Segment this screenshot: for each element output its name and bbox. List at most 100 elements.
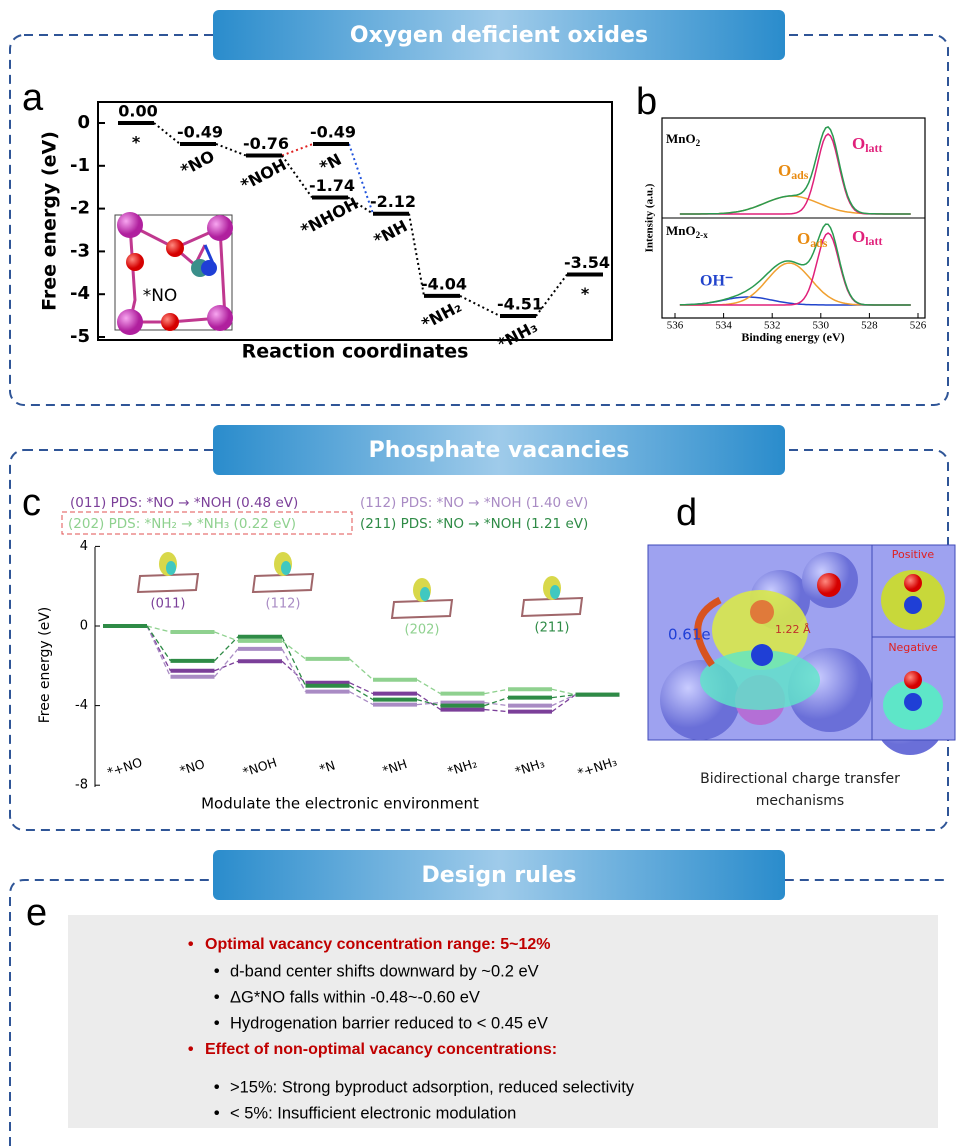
rule-item: d-band center shifts downward by ~0.2 eV	[230, 962, 539, 980]
level-connector	[416, 693, 441, 711]
bullet: •	[212, 988, 221, 1007]
x-tick-label: 528	[861, 320, 878, 332]
level-connector	[535, 273, 568, 317]
level-name: *	[581, 284, 590, 303]
section-title: Design rules	[422, 863, 577, 888]
level-connector	[416, 699, 441, 707]
level-connector	[281, 143, 314, 157]
x-tick-label: *NH₃	[513, 755, 546, 779]
level-name: *N	[316, 150, 344, 177]
level-value: -4.04	[421, 274, 467, 293]
panel-letter: c	[22, 482, 41, 524]
x-axis-title: Modulate the electronic environment	[201, 795, 479, 813]
level-connector	[484, 688, 509, 695]
level-value: -4.51	[497, 295, 543, 314]
negative-label: Negative	[888, 641, 938, 654]
level-connector	[349, 685, 374, 701]
text-sub: latt	[865, 234, 882, 248]
level-connector	[551, 694, 576, 707]
structure-thumbnail	[136, 552, 200, 594]
y-tick-label: -3	[70, 240, 90, 261]
rules-box	[68, 915, 938, 1128]
panel-letter: d	[676, 492, 697, 534]
x-tick-label: *NH₂	[446, 755, 479, 779]
level-name: *NO	[177, 146, 217, 179]
y-axis-title: Free energy (eV)	[39, 131, 61, 311]
level-connector	[153, 122, 181, 145]
level-connector	[214, 648, 239, 678]
x-tick-label: *NH	[380, 756, 408, 778]
structure-label: (202)	[405, 623, 440, 638]
xps-component	[679, 195, 911, 215]
level-connector	[349, 658, 374, 681]
text-sub: 2	[696, 138, 701, 148]
x-tick-label: 536	[667, 320, 684, 332]
level-name: *NH₂	[418, 297, 464, 334]
text-base: MnO	[666, 131, 696, 146]
peak-label: Olatt	[852, 134, 882, 155]
bullet: •	[186, 1040, 195, 1059]
level-connector	[214, 631, 239, 642]
text-sub: 2-x	[696, 230, 709, 240]
banner	[213, 850, 785, 900]
level-connector	[484, 701, 509, 707]
x-tick-label: 530	[813, 320, 830, 332]
density-lobe	[281, 561, 291, 575]
level-connector	[146, 625, 172, 672]
level-connector	[416, 701, 441, 706]
y-tick-label: -1	[70, 155, 90, 176]
x-tick-label: *N	[317, 758, 336, 777]
level-value: -2.12	[370, 192, 416, 211]
level-name: *	[132, 133, 141, 152]
y-tick-label: -2	[70, 198, 90, 219]
level-value: -3.54	[564, 253, 610, 272]
x-tick-label: *+NO	[105, 754, 144, 779]
level-name: *NHOH	[298, 194, 362, 240]
rule-item: ΔG*NO falls within -0.48~-0.60 eV	[230, 988, 480, 1006]
level-connector	[551, 694, 576, 713]
level-connector	[214, 636, 239, 662]
level-connector	[281, 660, 306, 684]
text-sub: ads	[810, 236, 828, 250]
level-connector	[281, 154, 313, 199]
y-tick-label: 0	[80, 619, 88, 634]
distance-label: 1.22 Å	[775, 623, 811, 636]
level-connector	[348, 143, 374, 215]
sample-label: MnO2-x	[666, 223, 708, 240]
density-lobe	[420, 587, 430, 601]
y-tick-label: -5	[70, 326, 90, 347]
panel-letter: a	[22, 77, 44, 119]
x-tick-label: *+NH₃	[576, 754, 619, 781]
rule-item: >15%: Strong byproduct adsorption, reduc…	[230, 1078, 635, 1096]
level-connector	[551, 688, 576, 696]
level-name: *NOH	[238, 155, 290, 195]
level-value: -0.49	[310, 122, 356, 141]
text-base: O	[852, 134, 865, 153]
banner	[213, 10, 785, 60]
bullet: •	[212, 962, 221, 981]
inset-label: *NO	[143, 286, 178, 306]
section-title: Phosphate vacancies	[369, 438, 630, 463]
legend-entry: (011) PDS: *NO → *NOH (0.48 eV)	[70, 495, 298, 511]
panel-letter: e	[26, 892, 47, 934]
level-name: *NH₃	[494, 317, 540, 354]
level-connector	[281, 648, 307, 692]
x-tick-label: *NO	[178, 756, 207, 778]
x-tick-label: 526	[910, 320, 927, 332]
x-tick-label: 532	[764, 320, 781, 332]
density-lobe	[550, 585, 560, 599]
bullet: •	[212, 1104, 221, 1123]
sample-label: MnO2	[666, 131, 701, 148]
text-base: MnO	[666, 223, 696, 238]
bullet: •	[186, 935, 195, 954]
level-connector	[349, 691, 374, 706]
x-tick-label: *NOH	[241, 755, 279, 780]
density-lobe	[166, 561, 176, 575]
level-name: *NH	[371, 216, 411, 249]
level-connector	[146, 625, 172, 662]
level-connector	[215, 143, 247, 157]
level-connector	[146, 625, 171, 633]
y-tick-label: -4	[70, 283, 90, 304]
level-value: 0.00	[118, 102, 157, 121]
slab	[520, 596, 584, 618]
